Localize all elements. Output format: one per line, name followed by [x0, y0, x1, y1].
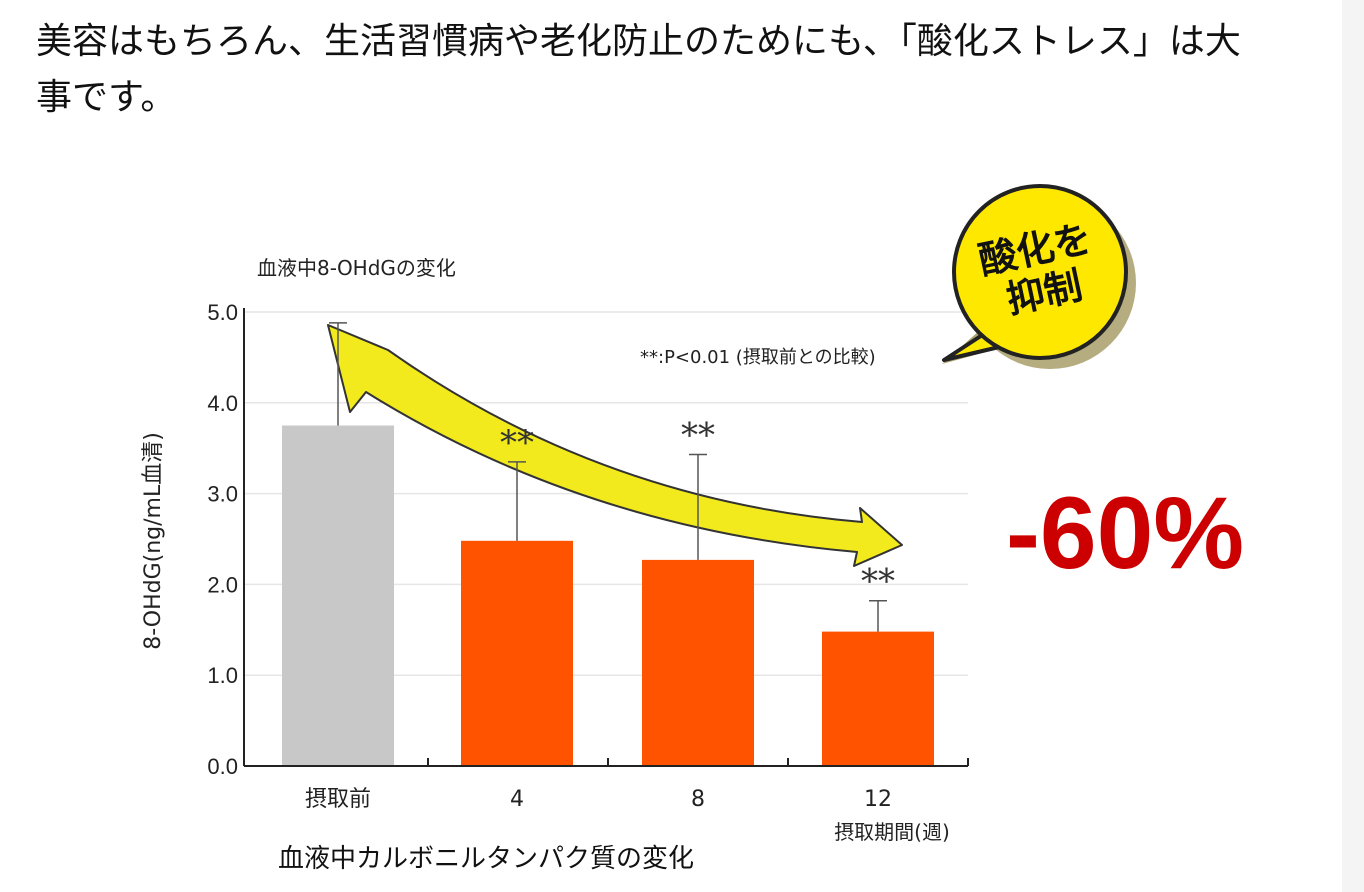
x-tick-label: 摂取前	[305, 787, 371, 812]
x-tick-labels: 摂取前 4 8 12	[305, 787, 892, 812]
bar	[461, 540, 573, 766]
axes	[243, 308, 969, 767]
chart-title: 血液中8-OHdGの変化	[257, 256, 456, 280]
x-axis-label: 摂取期間(週)	[834, 820, 950, 844]
significance-marks: ** ** **	[500, 416, 895, 602]
y-axis-label: 8-OHdG(ng/mL血清)	[141, 432, 166, 650]
significance-mark: **	[861, 562, 895, 602]
arrow-shape	[327, 324, 903, 567]
page-heading: 美容はもちろん、生活習慣病や老化防止のためにも、「酸化ストレス」は大事です。	[36, 21, 1241, 118]
callout-circle	[952, 184, 1128, 360]
significance-note: **:P<0.01 (摂取前との比較)	[640, 347, 876, 368]
y-tick-label: 5.0	[207, 300, 238, 325]
scrollbar-strip	[1342, 0, 1364, 892]
y-tick-label: 4.0	[207, 391, 238, 416]
y-tick-label: 2.0	[207, 572, 238, 597]
x-tick-label: 12	[864, 787, 892, 812]
bar	[282, 425, 394, 766]
significance-mark: **	[500, 423, 534, 463]
error-bars	[329, 322, 887, 632]
bars	[282, 425, 934, 766]
bar	[822, 631, 934, 766]
reduction-label: -60%	[1006, 476, 1244, 590]
x-tick-label: 8	[691, 787, 705, 812]
x-tick-label: 4	[510, 787, 524, 812]
y-tick-labels: 0.0 1.0 2.0 3.0 4.0 5.0	[207, 300, 238, 779]
y-tick-label: 3.0	[207, 482, 238, 507]
trend-arrow	[327, 324, 903, 567]
chart-caption: 血液中カルボニルタンパク質の変化	[278, 844, 695, 874]
y-tick-label: 1.0	[207, 663, 238, 688]
significance-mark: **	[681, 416, 715, 456]
bar	[642, 559, 754, 766]
y-tick-label: 0.0	[207, 754, 238, 779]
